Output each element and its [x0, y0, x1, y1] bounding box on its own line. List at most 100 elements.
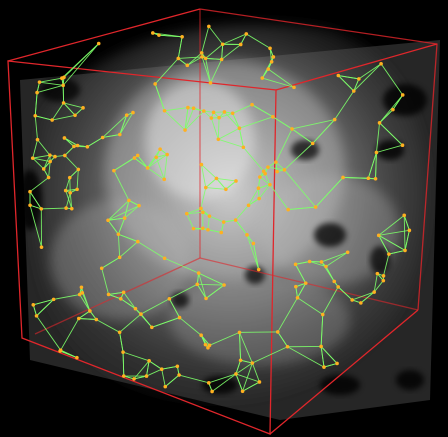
graph-node [402, 213, 407, 218]
graph-node [275, 330, 280, 334]
graph-node [124, 113, 129, 117]
graph-node [234, 179, 238, 183]
graph-node [294, 284, 298, 289]
graph-edge [151, 317, 180, 328]
graph-edge [248, 198, 260, 206]
graph-node [261, 169, 266, 174]
graph-edge [61, 43, 100, 79]
graph-edge [107, 217, 125, 221]
graph-edge [235, 373, 260, 383]
graph-node [75, 143, 80, 148]
graph-node [237, 330, 242, 335]
graph-edge [239, 332, 242, 361]
graph-edge [210, 117, 219, 140]
graph-edge [108, 293, 121, 300]
graph-edge [122, 352, 125, 377]
graph-edge [353, 63, 382, 92]
graph-edge [269, 184, 289, 210]
graph-edge [252, 346, 288, 364]
graph-edge [403, 215, 410, 231]
graph-node [233, 218, 238, 222]
graph-edge [184, 107, 189, 131]
graph-edge [134, 157, 148, 169]
graph-node [269, 59, 274, 64]
graph-node [162, 256, 167, 261]
graph-edge [320, 314, 324, 347]
graph-edge [140, 298, 170, 315]
graph-edge [375, 152, 377, 179]
graph-node [221, 220, 226, 224]
graph-edge [242, 362, 253, 392]
graph-edge [378, 234, 406, 251]
graph-edge [284, 169, 316, 208]
graph-edge [321, 261, 335, 282]
graph-node [207, 214, 212, 218]
graph-edge [404, 230, 410, 251]
graph-edge [378, 235, 390, 255]
graph-edge [186, 213, 194, 229]
graph-edge [258, 176, 261, 189]
graph-node [310, 141, 315, 146]
graph-node [162, 108, 167, 113]
graph-edge [216, 178, 227, 190]
graph-node [62, 136, 67, 140]
graph-node [271, 55, 276, 59]
graph-edge [238, 128, 244, 148]
graph-node [94, 317, 99, 322]
graph-node [28, 189, 32, 194]
graph-node [112, 168, 116, 173]
graph-node [79, 285, 84, 290]
graph-node [274, 160, 278, 164]
graph-node [88, 309, 92, 313]
graph-edge [235, 360, 241, 375]
graph-node [73, 113, 77, 118]
graph-node [207, 24, 211, 29]
graph-node [180, 35, 184, 39]
graph-node [67, 175, 72, 180]
graph-node [158, 147, 162, 151]
graph-edge [291, 128, 313, 144]
graph-edge [200, 164, 207, 188]
graph-node [81, 106, 85, 110]
graph-node [106, 218, 110, 223]
graph-edge [222, 33, 247, 45]
graph-node [293, 262, 298, 267]
graph-node [77, 292, 82, 297]
graph-node [234, 372, 238, 376]
graph-edge [239, 116, 273, 129]
graph-edge [69, 192, 73, 209]
graph-edge [205, 284, 225, 299]
graph-edge [78, 318, 97, 320]
graph-node [336, 73, 341, 78]
graph-node [80, 291, 85, 295]
graph-node [153, 82, 157, 86]
graph-node [200, 55, 204, 59]
graph-edge [309, 261, 327, 267]
graph-edge [186, 208, 202, 215]
graph-node [135, 239, 140, 244]
graph-node [222, 110, 227, 114]
graph-node [58, 349, 62, 353]
graph-node [69, 206, 74, 211]
graph-edge [323, 363, 338, 368]
graph-node [290, 127, 294, 131]
graph-edge [225, 180, 237, 190]
graph-edge [163, 154, 168, 180]
graph-node [119, 296, 123, 301]
graph-edge [154, 58, 179, 85]
graph-edge [201, 26, 210, 54]
graph-edge [119, 241, 139, 258]
graph-node [307, 259, 312, 264]
graph-node [332, 279, 337, 284]
graph-edge [78, 310, 91, 319]
graph-node [286, 207, 290, 212]
graph-node [145, 166, 150, 170]
graph-edge [65, 192, 71, 209]
graph-edge [63, 102, 84, 109]
graph-edge [123, 292, 136, 309]
graph-edge [65, 188, 78, 191]
graph-node [117, 330, 122, 335]
graph-edge [124, 200, 130, 219]
graph-node [131, 110, 135, 115]
